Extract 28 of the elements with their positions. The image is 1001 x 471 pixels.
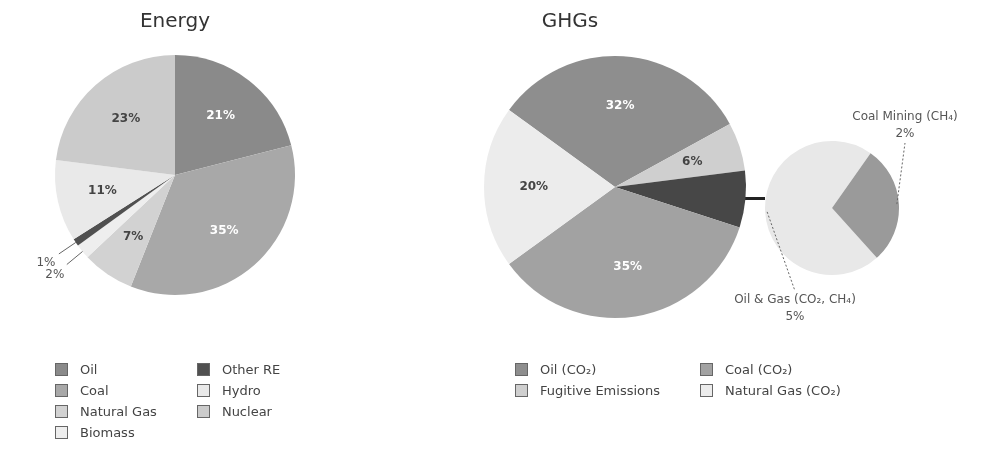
data-label: 2% (45, 266, 65, 281)
legend-label: Coal (80, 383, 109, 398)
legend-label: Other RE (221, 362, 281, 377)
legend-label: Biomass (80, 425, 135, 440)
data-label: 21% (206, 108, 235, 123)
data-label: 6% (682, 154, 703, 169)
data-label: 35% (613, 259, 643, 274)
data-label: 1% (36, 254, 56, 269)
data-label: 5% (785, 309, 805, 324)
legend-label: Oil (80, 362, 98, 377)
legend-label: Natural Gas (80, 404, 157, 419)
data-label: 2% (895, 126, 915, 141)
legend-label: Nuclear (221, 404, 272, 419)
chart-title: Energy (139, 8, 211, 32)
data-label: 35% (209, 222, 239, 237)
legend-label: Natural Gas (CO₂) (725, 383, 841, 398)
slice-label: Coal Mining (CH₄) (852, 109, 958, 124)
data-label: 11% (88, 183, 117, 198)
legend-label: Hydro (221, 383, 261, 398)
legend-label: Oil (CO₂) (540, 362, 597, 377)
data-label: 7% (122, 228, 144, 243)
data-label: 32% (605, 98, 635, 113)
legend-label: Fugitive Emissions (540, 383, 661, 398)
slice-label: Oil & Gas (CO₂, CH₄) (734, 292, 856, 307)
data-label: 23% (111, 111, 141, 126)
data-label: 20% (519, 179, 549, 194)
legend-label: Coal (CO₂) (725, 362, 793, 377)
chart-title: GHGs (541, 8, 599, 32)
